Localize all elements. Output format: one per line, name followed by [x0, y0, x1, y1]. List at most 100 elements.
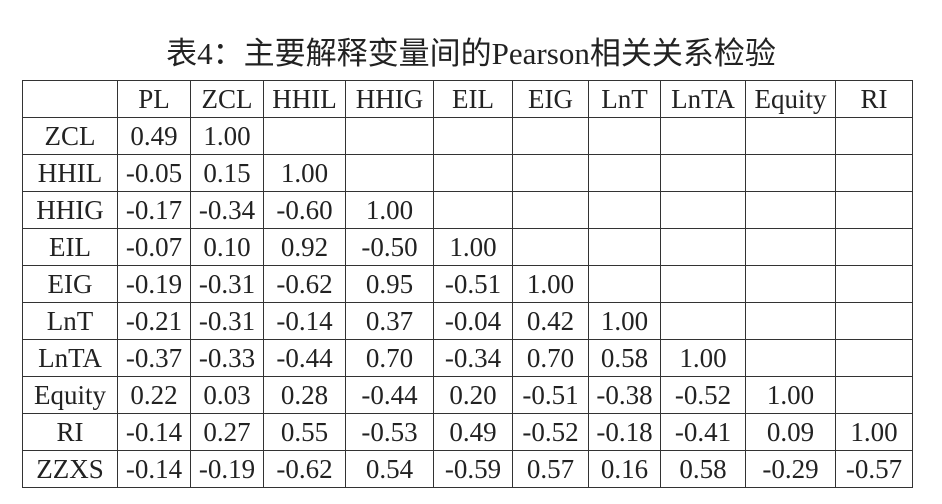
empty-cell [588, 265, 661, 303]
correlation-cell: -0.33 [190, 339, 264, 377]
correlation-cell: 0.37 [345, 302, 434, 340]
correlation-cell: -0.51 [512, 376, 589, 414]
correlation-cell: -0.44 [345, 376, 434, 414]
table-row: HHIL -0.05 0.15 1.00 [22, 154, 913, 192]
empty-cell [745, 265, 836, 303]
correlation-cell: -0.62 [263, 450, 346, 488]
column-header: EIG [512, 80, 589, 118]
column-header: ZCL [190, 80, 264, 118]
empty-cell [835, 154, 913, 192]
table-title: 表4：主要解释变量间的Pearson相关关系检验 [166, 36, 776, 71]
correlation-cell: 0.57 [512, 450, 589, 488]
correlation-cell: -0.14 [117, 450, 191, 488]
correlation-cell: -0.19 [190, 450, 264, 488]
correlation-cell: 0.20 [433, 376, 513, 414]
correlation-cell: -0.57 [835, 450, 913, 488]
empty-cell [745, 228, 836, 266]
correlation-cell: 1.00 [345, 191, 434, 229]
empty-cell [588, 228, 661, 266]
table-body: PL ZCL HHIL HHIG EIL EIG LnT LnTA Equity RI ZCL 0.4… [22, 80, 913, 488]
empty-cell [588, 191, 661, 229]
correlation-cell: 0.95 [345, 265, 434, 303]
correlation-cell: -0.50 [345, 228, 434, 266]
empty-cell [433, 154, 513, 192]
row-header: HHIG [22, 191, 118, 229]
correlation-cell: 1.00 [745, 376, 836, 414]
correlation-cell: 0.28 [263, 376, 346, 414]
table-row: ZZXS -0.14 -0.19 -0.62 0.54 -0.59 0.57 0.16 0.58… [22, 450, 913, 488]
row-header: HHIL [22, 154, 118, 192]
correlation-cell: 0.15 [190, 154, 264, 192]
column-header: EIL [433, 80, 513, 118]
correlation-cell: -0.14 [263, 302, 346, 340]
row-header: ZCL [22, 117, 118, 155]
correlation-cell: 0.55 [263, 413, 346, 451]
correlation-cell: -0.31 [190, 302, 264, 340]
correlation-cell: 0.16 [588, 450, 661, 488]
table-row: HHIG -0.17 -0.34 -0.60 1.00 [22, 191, 913, 229]
row-header: LnTA [22, 339, 118, 377]
correlation-cell: 0.92 [263, 228, 346, 266]
correlation-cell: -0.18 [588, 413, 661, 451]
table-row: ZCL 0.49 1.00 [22, 117, 913, 155]
row-header: RI [22, 413, 118, 451]
empty-cell [835, 265, 913, 303]
empty-cell [745, 117, 836, 155]
row-header: EIG [22, 265, 118, 303]
correlation-cell: -0.52 [512, 413, 589, 451]
correlation-table: PL ZCL HHIL HHIG EIL EIG LnT LnTA Equity RI ZCL 0.4… [22, 80, 913, 488]
correlation-cell: 1.00 [660, 339, 746, 377]
empty-cell [345, 154, 434, 192]
correlation-cell: 1.00 [512, 265, 589, 303]
correlation-cell: -0.52 [660, 376, 746, 414]
correlation-cell: -0.21 [117, 302, 191, 340]
correlation-cell: -0.38 [588, 376, 661, 414]
correlation-cell: -0.34 [433, 339, 513, 377]
correlation-cell: 0.03 [190, 376, 264, 414]
correlation-cell: 0.22 [117, 376, 191, 414]
column-header: Equity [745, 80, 836, 118]
correlation-cell: 0.54 [345, 450, 434, 488]
correlation-cell: 0.27 [190, 413, 264, 451]
empty-cell [512, 191, 589, 229]
empty-cell [835, 376, 913, 414]
correlation-cell: 0.42 [512, 302, 589, 340]
empty-cell [660, 228, 746, 266]
empty-cell [835, 117, 913, 155]
corner-cell [22, 80, 118, 118]
empty-cell [660, 117, 746, 155]
empty-cell [588, 117, 661, 155]
correlation-cell: -0.04 [433, 302, 513, 340]
correlation-cell: 0.10 [190, 228, 264, 266]
correlation-cell: -0.62 [263, 265, 346, 303]
empty-cell [588, 154, 661, 192]
correlation-cell: -0.37 [117, 339, 191, 377]
correlation-cell: -0.51 [433, 265, 513, 303]
column-header: PL [117, 80, 191, 118]
table-row: LnTA -0.37 -0.33 -0.44 0.70 -0.34 0.70 0.58 1.00 [22, 339, 913, 377]
empty-cell [512, 154, 589, 192]
correlation-cell: 1.00 [588, 302, 661, 340]
correlation-cell: 0.70 [345, 339, 434, 377]
correlation-cell: -0.05 [117, 154, 191, 192]
empty-cell [835, 302, 913, 340]
correlation-cell: 1.00 [190, 117, 264, 155]
correlation-cell: 0.70 [512, 339, 589, 377]
correlation-cell: -0.14 [117, 413, 191, 451]
correlation-cell: -0.41 [660, 413, 746, 451]
correlation-cell: 0.58 [660, 450, 746, 488]
row-header: EIL [22, 228, 118, 266]
empty-cell [512, 117, 589, 155]
correlation-cell: -0.59 [433, 450, 513, 488]
column-header: LnTA [660, 80, 746, 118]
empty-cell [345, 117, 434, 155]
table-row: Equity 0.22 0.03 0.28 -0.44 0.20 -0.51 -0.38 -0.… [22, 376, 913, 414]
correlation-cell: 0.49 [117, 117, 191, 155]
column-header: RI [835, 80, 913, 118]
correlation-cell: 1.00 [263, 154, 346, 192]
empty-cell [660, 191, 746, 229]
empty-cell [660, 154, 746, 192]
row-header: ZZXS [22, 450, 118, 488]
correlation-cell: 0.58 [588, 339, 661, 377]
